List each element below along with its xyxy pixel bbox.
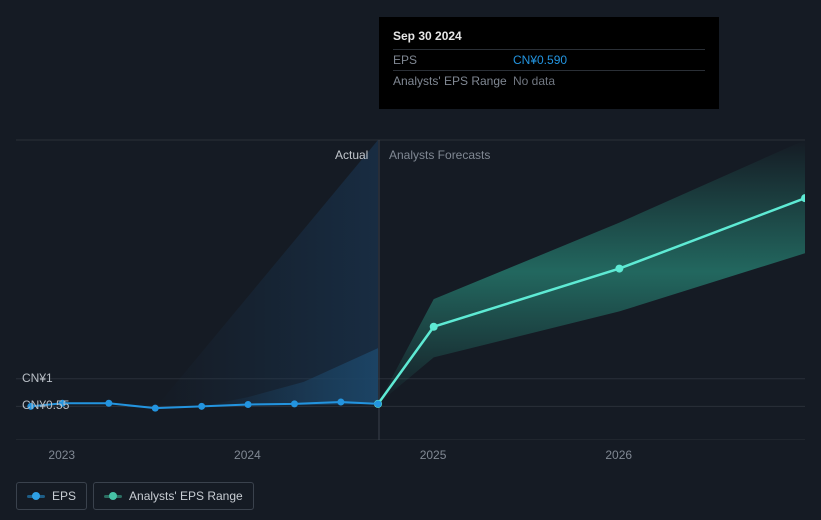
tooltip-row-label: EPS [393, 53, 513, 67]
y-tick-label: CN¥1 [22, 371, 53, 385]
chart-tooltip: Sep 30 2024 EPS CN¥0.590 Analysts' EPS R… [379, 17, 719, 109]
tooltip-row-value: CN¥0.590 [513, 53, 567, 67]
x-tick-label: 2025 [420, 448, 447, 462]
legend: EPS Analysts' EPS Range [16, 482, 254, 510]
legend-item-analysts-range[interactable]: Analysts' EPS Range [93, 482, 254, 510]
legend-label: Analysts' EPS Range [129, 489, 243, 503]
x-tick-label: 2024 [234, 448, 261, 462]
region-label-actual: Actual [335, 148, 368, 162]
x-tick-label: 2023 [48, 448, 75, 462]
x-axis: 2023 2024 2025 2026 [16, 448, 805, 466]
x-tick-label: 2026 [605, 448, 632, 462]
tooltip-row: Analysts' EPS Range No data [393, 70, 705, 91]
tooltip-row-value: No data [513, 74, 555, 88]
legend-item-eps[interactable]: EPS [16, 482, 87, 510]
region-label-forecast: Analysts Forecasts [389, 148, 490, 162]
tooltip-row-label: Analysts' EPS Range [393, 74, 513, 88]
legend-label: EPS [52, 489, 76, 503]
legend-swatch-icon [104, 491, 122, 501]
legend-swatch-icon [27, 491, 45, 501]
tooltip-date: Sep 30 2024 [393, 25, 705, 49]
y-tick-label: CN¥0.55 [22, 398, 69, 412]
tooltip-row: EPS CN¥0.590 [393, 49, 705, 70]
